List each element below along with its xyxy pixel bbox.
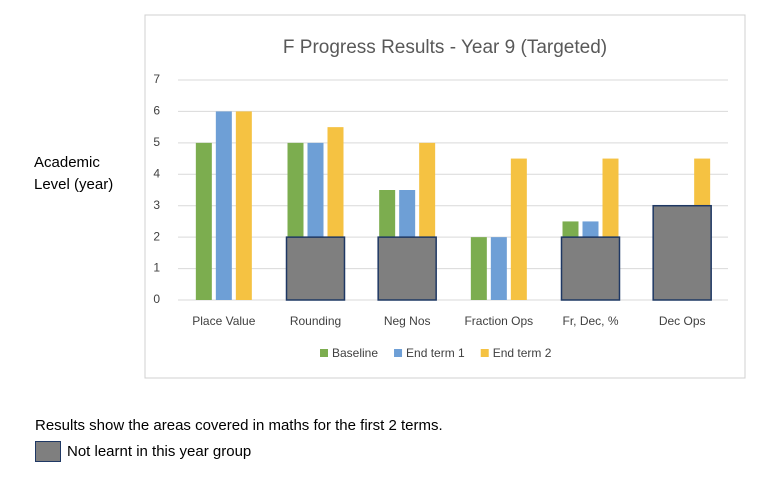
legend-swatch — [480, 349, 489, 357]
bar — [235, 111, 252, 300]
legend-swatch — [394, 349, 403, 357]
y-tick-label: 1 — [153, 261, 160, 275]
bar — [470, 237, 487, 300]
mask-key: Not learnt in this year group — [35, 441, 251, 462]
y-tick-label: 5 — [153, 135, 160, 149]
x-tick-label: Fr, Dec, % — [562, 314, 618, 328]
mask — [285, 236, 346, 301]
y-axis-label: Academic Level (year) — [34, 154, 114, 193]
mask — [652, 204, 712, 301]
mask-key-swatch — [35, 441, 61, 462]
bar — [490, 237, 507, 300]
legend-label: End term 2 — [493, 346, 552, 360]
x-tick-label: Rounding — [290, 314, 341, 328]
legend-swatch — [320, 349, 328, 357]
legend-label: Baseline — [332, 346, 378, 360]
x-tick-label: Neg Nos — [384, 314, 431, 328]
mask — [560, 236, 621, 301]
y-tick-label: 7 — [153, 72, 160, 86]
y-tick-label: 0 — [153, 292, 160, 306]
x-tick-label: Dec Ops — [659, 314, 706, 328]
chart-title: F Progress Results - Year 9 (Targeted) — [283, 37, 607, 58]
mask-key-label: Not learnt in this year group — [67, 443, 252, 460]
y-tick-label: 6 — [153, 104, 160, 118]
bar — [195, 142, 212, 300]
mask — [377, 236, 437, 301]
y-tick-label: 4 — [153, 166, 160, 180]
legend-label: End term 1 — [406, 346, 465, 360]
x-tick-label: Place Value — [192, 314, 255, 328]
y-tick-label: 2 — [153, 229, 160, 243]
bar — [510, 158, 527, 300]
x-tick-label: Fraction Ops — [464, 314, 533, 328]
y-tick-label: 3 — [153, 198, 160, 212]
bar — [215, 111, 232, 300]
note: Results show the areas covered in maths … — [35, 417, 443, 434]
